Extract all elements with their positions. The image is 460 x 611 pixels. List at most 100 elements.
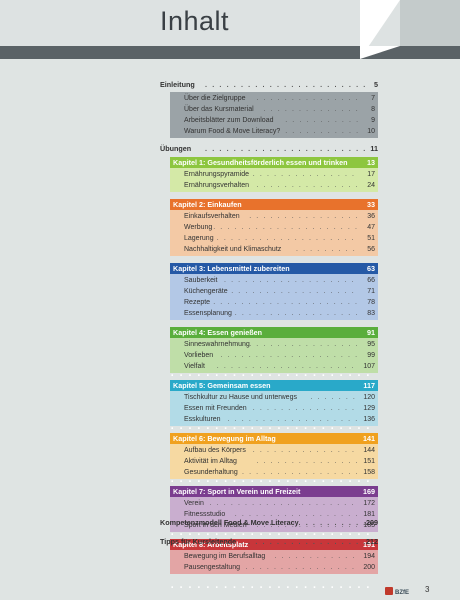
toc-subentry-title: Einkaufsverhalten — [184, 213, 240, 220]
toc-subentry-title: Werbung — [184, 224, 213, 231]
toc-subentry[interactable]: Ernährungsverhalten . . . . . . . . . . .… — [184, 180, 375, 191]
dot-leader: . . . . . . . . . . . . . . . . . . . . … — [256, 458, 359, 465]
toc-subentry[interactable]: Fitnessstudio . . . . . . . . . . . . . .… — [184, 509, 375, 520]
toc-subentry-page: 144 — [363, 447, 375, 454]
toc-subentry[interactable]: Lagerung. . . . . . . . . . . . . . . . … — [184, 233, 375, 244]
toc-subentry[interactable]: Sauberkeit . . . . . . . . . . . . . . . … — [184, 275, 375, 286]
dot-leader: . . . . . . . . . . . . . . . . . . . . … — [274, 553, 359, 560]
chapter-body: Ernährungspyramide. . . . . . . . . . . … — [170, 168, 378, 192]
dot-leader: . . . . . . . . . . . . . . . . . . . . … — [285, 117, 359, 124]
header-subbar — [0, 46, 460, 59]
dot-leader: . . . . . . . . . . . . . . . . . . . . … — [256, 522, 359, 529]
toc-entry-page: 212 — [366, 537, 378, 546]
toc-subentry[interactable]: Tischkultur zu Hause und unterwegs . . . … — [184, 392, 375, 403]
toc-entry[interactable]: Kompetenzmodell Food & Move Literacy. . … — [160, 517, 378, 528]
chapter-heading[interactable]: Kapitel 1: Gesundheitsförderlich essen u… — [170, 157, 378, 228]
toc-subentry[interactable]: Verein . . . . . . . . . . . . . . . . . … — [184, 498, 375, 509]
toc-subentry-title: Pausengestaltung — [184, 564, 241, 571]
dot-leader: . . . . . . . . . . . . . . . . . . . . … — [216, 363, 359, 370]
chapter-body: Tischkultur zu Hause und unterwegs . . . … — [170, 391, 378, 426]
toc-subentry-title: Rezepte — [184, 299, 211, 306]
toc-subentry[interactable]: Vielfalt . . . . . . . . . . . . . . . . … — [184, 361, 375, 372]
dot-leader: . . . . . . . . . . . . . . . . . . . . … — [245, 564, 359, 571]
chapter-title: Kapitel 1: Gesundheitsförderlich essen u… — [173, 158, 348, 167]
chapter-heading[interactable]: Kapitel 4: Essen genießen 91 . . . . . . .… — [170, 327, 378, 398]
toc-subentry-page: 17 — [367, 171, 375, 178]
toc-subentry-title: Warum Food & Move Literacy? — [184, 128, 281, 135]
chapter-page: 141 — [363, 434, 375, 443]
dot-leader: . . . . . . . . . . . . . . . . . . . . … — [205, 80, 366, 89]
chapter-page: 13 — [367, 158, 375, 167]
toc-subentry[interactable]: Aufbau des Körpers . . . . . . . . . . . … — [184, 445, 375, 456]
chapter-title: Kapitel 4: Essen genießen — [173, 328, 263, 337]
toc-subentry-title: Tischkultur zu Hause und unterwegs — [184, 394, 297, 401]
chapter-heading[interactable]: Kapitel 6: Bewegung im Alltag 141 . . . . … — [170, 433, 378, 504]
toc-subentry[interactable]: Vorlieben . . . . . . . . . . . . . . . .… — [184, 350, 375, 361]
toc-subentry-page: 172 — [363, 500, 375, 507]
toc-subentry[interactable]: Nachhaltigkeit und Klimaschutz . . . . . … — [184, 244, 375, 255]
toc-entry[interactable]: Einleitung . . . . . . . . . . . . . . . … — [160, 79, 378, 90]
toc-subentry-page: 194 — [363, 553, 375, 560]
dot-leader: . . . . . . . . . . . . . . . . . . . . … — [234, 511, 359, 518]
toc-subentry-page: 10 — [367, 128, 375, 135]
toc-subentry-page: 7 — [371, 95, 375, 102]
chapter-heading[interactable]: Kapitel 7: Sport in Verein und Freizeit 1… — [170, 486, 378, 557]
toc-subentry[interactable]: Essensplanung. . . . . . . . . . . . . .… — [184, 308, 375, 319]
toc-entry[interactable]: Übungen . . . . . . . . . . . . . . . . .… — [160, 143, 378, 154]
toc-subentry-page: 99 — [367, 352, 375, 359]
toc-subentry[interactable]: Küchengeräte. . . . . . . . . . . . . . … — [184, 286, 375, 297]
logo-icon — [385, 587, 393, 595]
toc-subentry-page: 200 — [363, 564, 375, 571]
toc-subentry-page: 120 — [363, 394, 375, 401]
toc-subentry[interactable]: Essen mit Freunden . . . . . . . . . . . … — [184, 403, 375, 414]
chapter-title: Kapitel 8: Arbeitsplatz — [173, 540, 249, 549]
toc-entry-page: 11 — [370, 144, 378, 153]
toc-subentry[interactable]: Werbung. . . . . . . . . . . . . . . . .… — [184, 222, 375, 233]
chapter-body: Sinneswahrnehmung. . . . . . . . . . . .… — [170, 338, 378, 373]
toc-subentry-page: 78 — [367, 299, 375, 306]
toc-subentry-page: 47 — [367, 224, 375, 231]
toc-subentry[interactable]: Rezepte. . . . . . . . . . . . . . . . .… — [184, 297, 375, 308]
toc-subentry-page: 51 — [367, 235, 375, 242]
dot-leader: . . . . . . . . . . . . . . . . . . . . … — [242, 469, 359, 476]
chapter-heading[interactable]: Kapitel 2: Einkaufen 33 . . . . . . . . . … — [170, 199, 378, 270]
toc-subentry-title: Sport in den Medien — [184, 522, 247, 529]
chapter-heading[interactable]: Kapitel 3: Lebensmittel zubereiten 63 . . … — [170, 263, 378, 334]
toc-subentry-title: Über das Kursmaterial — [184, 106, 254, 113]
page-title: Inhalt — [160, 6, 230, 36]
toc-subentry-page: 181 — [363, 511, 375, 518]
toc-subentry[interactable]: Sport in den Medien . . . . . . . . . . .… — [184, 520, 375, 531]
toc-subentry-page: 66 — [367, 277, 375, 284]
toc-subentry[interactable]: Bewegung im Berufsalltag . . . . . . . . … — [184, 551, 375, 562]
toc-subentry[interactable]: Esskulturen . . . . . . . . . . . . . . .… — [184, 414, 375, 425]
dot-leader: . . . . . . . . . . . . . . . . . . . . … — [252, 171, 359, 178]
toc-subentry[interactable]: Warum Food & Move Literacy? . . . . . . .… — [184, 126, 375, 137]
chapter-body: Sauberkeit . . . . . . . . . . . . . . . … — [170, 274, 378, 320]
toc-subentry-page: 107 — [363, 363, 375, 370]
toc-subentry[interactable]: Ernährungspyramide. . . . . . . . . . . … — [184, 169, 375, 180]
dot-leader: . . . . . . . . . . . . . . . . . . . . … — [256, 95, 359, 102]
toc-subentry[interactable]: Über das Kursmaterial . . . . . . . . . .… — [184, 104, 375, 115]
dot-leader: . . . . . . . . . . . . . . . . . . . . … — [213, 224, 359, 231]
chapter-body: Verein . . . . . . . . . . . . . . . . . … — [170, 497, 378, 532]
toc-subentry[interactable]: Einkaufsverhalten . . . . . . . . . . . .… — [184, 211, 375, 222]
toc-subentry[interactable]: Arbeitsblätter zum Download . . . . . . .… — [184, 115, 375, 126]
toc-subentry[interactable]: Sinneswahrnehmung. . . . . . . . . . . .… — [184, 339, 375, 350]
toc-entry[interactable]: Tipps für Kursleitende. . . . . . . . . … — [160, 536, 378, 547]
chapter-heading[interactable]: Kapitel 5: Gemeinsam essen 117 . . . . . .… — [170, 380, 378, 451]
toc-entry-page: 5 — [374, 80, 378, 89]
chapter-page: 191 — [363, 540, 375, 549]
toc-subentry[interactable]: Gesunderhaltung . . . . . . . . . . . . .… — [184, 467, 375, 478]
toc-subentry[interactable]: Aktivität im Alltag . . . . . . . . . . .… — [184, 456, 375, 467]
chapter-title: Kapitel 6: Bewegung im Alltag — [173, 434, 276, 443]
chapter-page: 63 — [367, 264, 375, 273]
dot-leader: . . . . . . . . . . . . . . . . . . . . … — [296, 246, 359, 253]
toc-subentry-title: Nachhaltigkeit und Klimaschutz — [184, 246, 282, 253]
dot-leader: . . . . . . . . . . . . . . . . . . . . … — [249, 341, 359, 348]
chapter-title: Kapitel 3: Lebensmittel zubereiten — [173, 264, 290, 273]
toc-subentry-page: 36 — [367, 213, 375, 220]
toc-subentry[interactable]: Über die Zielgruppe . . . . . . . . . . .… — [184, 93, 375, 104]
toc-subentry[interactable]: Pausengestaltung . . . . . . . . . . . . … — [184, 562, 375, 573]
toc-subentry-title: Arbeitsblätter zum Download — [184, 117, 274, 124]
toc-subentry-page: 151 — [363, 458, 375, 465]
